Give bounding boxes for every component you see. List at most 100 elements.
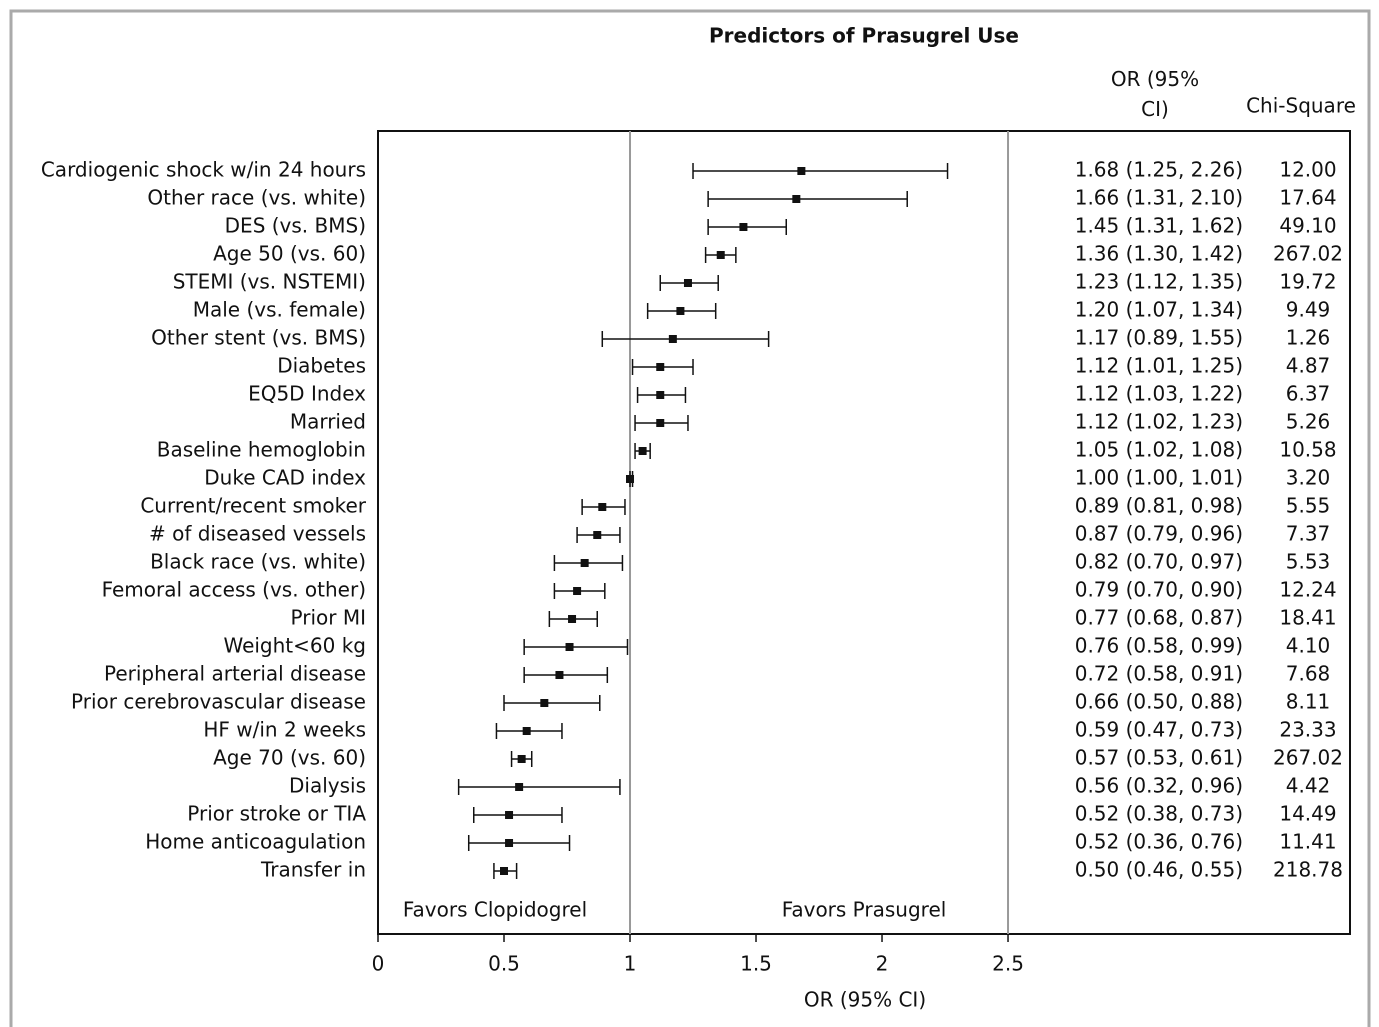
point-estimate [739, 223, 748, 231]
y-tick-label: Duke CAD index [204, 466, 366, 490]
point-estimate [656, 419, 665, 427]
chi-square: 5.53 [1286, 550, 1331, 574]
chi-square: 49.10 [1279, 214, 1336, 238]
point-estimate [676, 307, 685, 315]
value-label: 0.52 (0.38, 0.73) [1075, 802, 1243, 826]
value-label: 1.45 (1.31, 1.62) [1075, 214, 1243, 238]
point-estimate [683, 279, 692, 287]
chi-square: 267.02 [1273, 746, 1343, 770]
point-estimate [580, 559, 589, 567]
chi-square: 11.41 [1279, 830, 1336, 854]
annotation: Favors Clopidogrel [403, 898, 587, 922]
value-label: 0.50 (0.46, 0.55) [1075, 858, 1243, 882]
chi-square: 7.37 [1286, 522, 1331, 546]
value-label: 0.79 (0.70, 0.90) [1075, 578, 1243, 602]
value-label: 0.82 (0.70, 0.97) [1075, 550, 1243, 574]
value-label: 1.36 (1.30, 1.42) [1075, 242, 1243, 266]
chi-square: 4.42 [1286, 774, 1331, 798]
x-tick-label: 0 [372, 952, 385, 976]
x-tick-label: 1.5 [740, 952, 772, 976]
chi-square: 4.10 [1286, 634, 1331, 658]
value-label: 1.68 (1.25, 2.26) [1075, 158, 1243, 182]
chi-square: 218.78 [1273, 858, 1343, 882]
annotation: Favors Prasugrel [782, 898, 947, 922]
value-label: 0.56 (0.32, 0.96) [1075, 774, 1243, 798]
y-tick-label: Other race (vs. white) [147, 186, 366, 210]
point-estimate [505, 811, 514, 819]
y-tick-label: Prior stroke or TIA [187, 802, 366, 826]
chi-square: 23.33 [1279, 718, 1336, 742]
y-tick-label: Weight<60 kg [223, 634, 366, 658]
value-label: 0.59 (0.47, 0.73) [1075, 718, 1243, 742]
y-tick-label: Black race (vs. white) [150, 550, 366, 574]
y-tick-label: DES (vs. BMS) [225, 214, 366, 238]
value-label: 1.12 (1.03, 1.22) [1075, 382, 1243, 406]
value-label: 1.12 (1.02, 1.23) [1075, 410, 1243, 434]
point-estimate [797, 167, 806, 175]
y-tick-label: # of diseased vessels [149, 522, 366, 546]
y-tick-label: HF w/in 2 weeks [203, 718, 366, 742]
y-tick-label: Cardiogenic shock w/in 24 hours [41, 158, 366, 182]
value-label: 0.57 (0.53, 0.61) [1075, 746, 1243, 770]
y-tick-label: Age 50 (vs. 60) [213, 242, 366, 266]
chi-square: 7.68 [1286, 662, 1331, 686]
x-tick-label: 2.5 [992, 952, 1024, 976]
point-estimate [505, 839, 514, 847]
point-estimate [716, 251, 725, 259]
chi-square: 17.64 [1279, 186, 1336, 210]
y-tick-label: Age 70 (vs. 60) [213, 746, 366, 770]
chi-square: 5.26 [1286, 410, 1331, 434]
y-tick-label: Other stent (vs. BMS) [151, 326, 366, 350]
value-label: 1.05 (1.02, 1.08) [1075, 438, 1243, 462]
chi-square: 8.11 [1286, 690, 1331, 714]
point-estimate [500, 867, 509, 875]
y-tick-label: Baseline hemoglobin [157, 438, 366, 462]
y-tick-label: Married [290, 410, 366, 434]
y-tick-label: EQ5D Index [248, 382, 366, 406]
point-estimate [638, 447, 647, 455]
y-tick-label: Prior MI [291, 606, 366, 630]
y-tick-label: Diabetes [277, 354, 366, 378]
plot-area [377, 130, 1351, 935]
x-axis-title: OR (95% CI) [804, 988, 926, 1012]
or-header: OR (95% CI) [1110, 67, 1200, 121]
point-estimate [668, 335, 677, 343]
point-estimate [656, 391, 665, 399]
chi-square: 12.24 [1279, 578, 1336, 602]
y-tick-label: Current/recent smoker [140, 494, 366, 518]
y-tick-label: Femoral access (vs. other) [102, 578, 366, 602]
y-tick-label: Peripheral arterial disease [104, 662, 366, 686]
chi-square: 267.02 [1273, 242, 1343, 266]
chi-header: Chi-Square [1246, 94, 1356, 118]
chi-square: 19.72 [1279, 270, 1336, 294]
chi-square: 9.49 [1286, 298, 1331, 322]
chart-title: Predictors of Prasugrel Use [709, 24, 1019, 48]
value-label: 0.52 (0.36, 0.76) [1075, 830, 1243, 854]
frame [9, 9, 1371, 1027]
x-tick-label: 2 [876, 952, 889, 976]
point-estimate [565, 643, 574, 651]
chi-square: 10.58 [1279, 438, 1336, 462]
point-estimate [598, 503, 607, 511]
value-label: 1.20 (1.07, 1.34) [1075, 298, 1243, 322]
point-estimate [517, 755, 526, 763]
value-label: 0.72 (0.58, 0.91) [1075, 662, 1243, 686]
value-label: 0.76 (0.58, 0.99) [1075, 634, 1243, 658]
chi-square: 14.49 [1279, 802, 1336, 826]
value-label: 0.87 (0.79, 0.96) [1075, 522, 1243, 546]
value-label: 1.66 (1.31, 2.10) [1075, 186, 1243, 210]
chi-square: 1.26 [1286, 326, 1331, 350]
chi-square: 3.20 [1286, 466, 1331, 490]
point-estimate [626, 475, 635, 483]
y-tick-label: Home anticoagulation [145, 830, 366, 854]
value-label: 0.89 (0.81, 0.98) [1075, 494, 1243, 518]
y-tick-label: Dialysis [289, 774, 366, 798]
chi-square: 12.00 [1279, 158, 1336, 182]
point-estimate [792, 195, 801, 203]
point-estimate [568, 615, 577, 623]
point-estimate [593, 531, 602, 539]
value-label: 0.77 (0.68, 0.87) [1075, 606, 1243, 630]
chi-square: 4.87 [1286, 354, 1331, 378]
